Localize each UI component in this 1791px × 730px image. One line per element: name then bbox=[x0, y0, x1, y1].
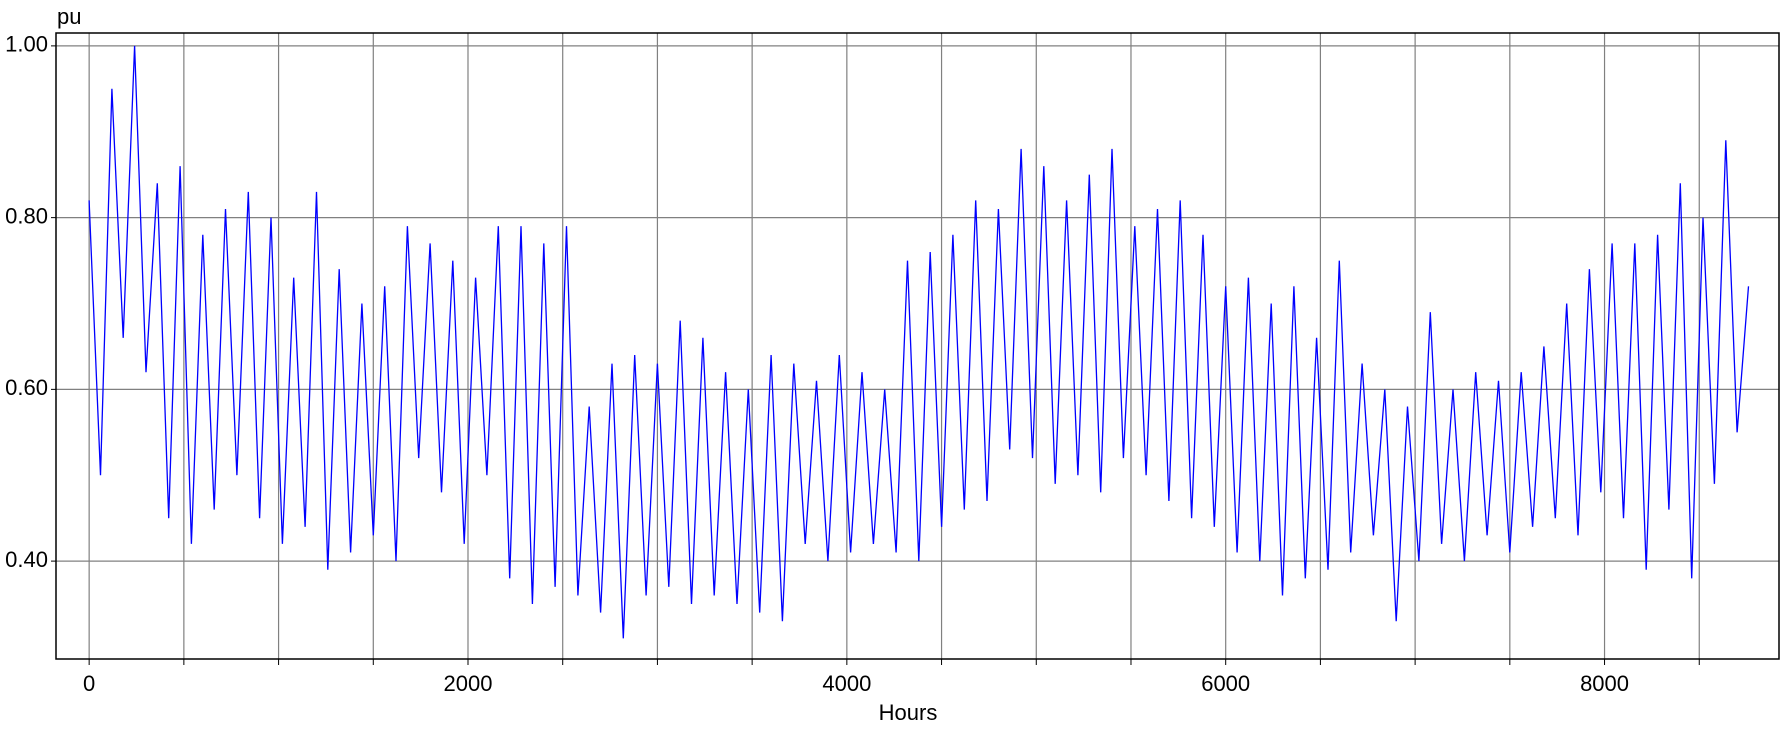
y-tick-label: 0.80 bbox=[5, 203, 48, 228]
x-tick-label: 8000 bbox=[1580, 671, 1629, 696]
y-axis-label: pu bbox=[57, 4, 81, 29]
x-axis-label: Hours bbox=[879, 700, 938, 725]
data-line bbox=[88, 45, 1750, 639]
plot-frame bbox=[55, 32, 1780, 660]
x-tick-label: 0 bbox=[83, 671, 95, 696]
y-tick-label: 1.00 bbox=[5, 32, 48, 57]
y-tick-label: 0.40 bbox=[5, 547, 48, 572]
y-tick-label: 0.60 bbox=[5, 375, 48, 400]
x-tick-label: 6000 bbox=[1201, 671, 1250, 696]
x-tick-label: 2000 bbox=[444, 671, 493, 696]
x-tick-label: 4000 bbox=[822, 671, 871, 696]
